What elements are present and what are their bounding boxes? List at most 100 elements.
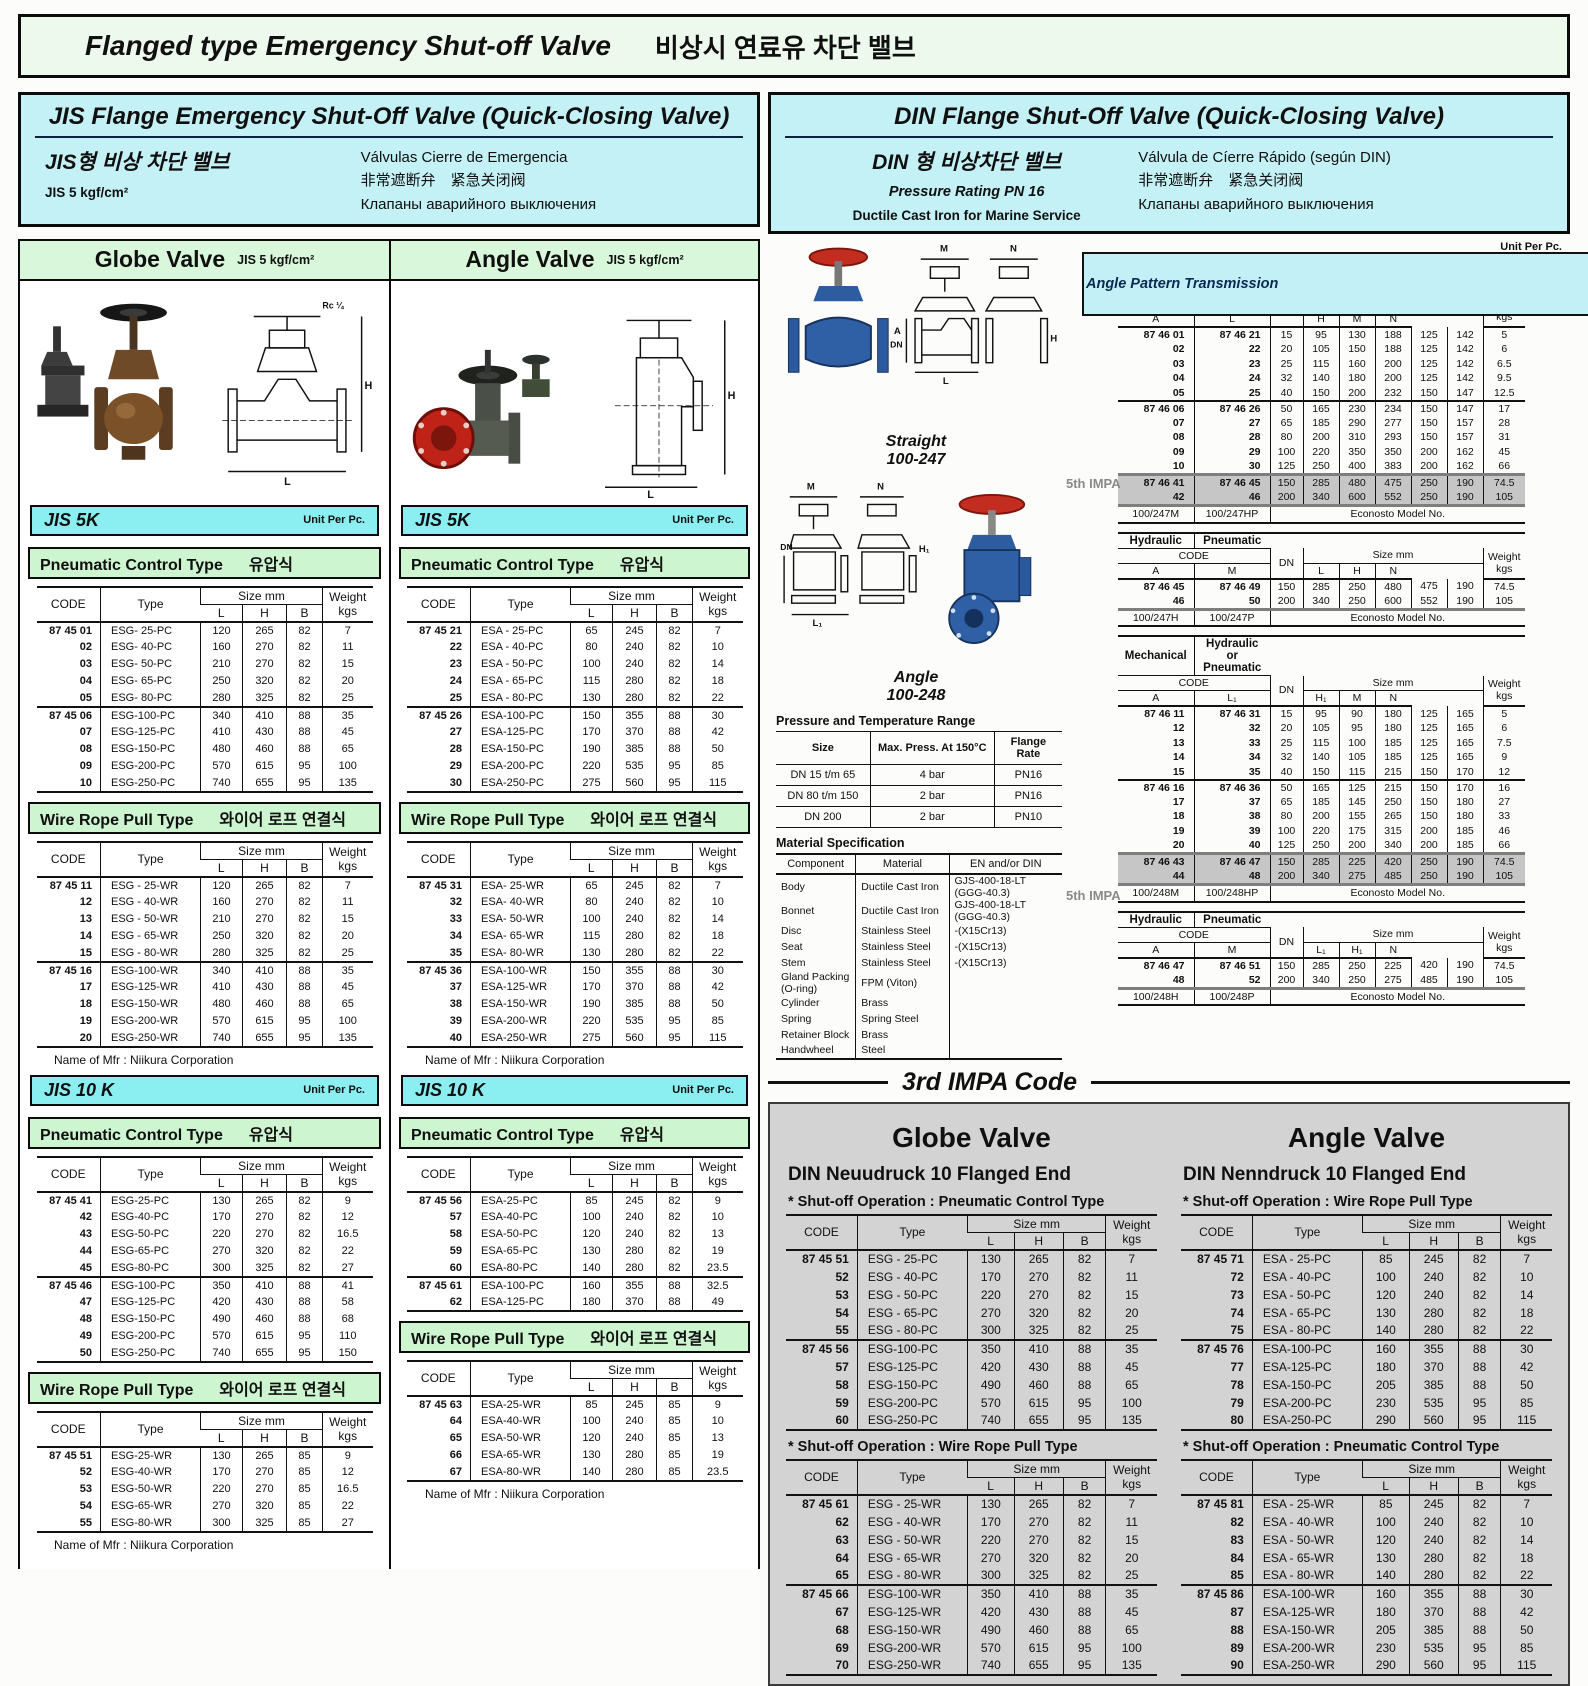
cell: ESA - 80-PC <box>1251 1321 1363 1340</box>
cell: 115 <box>1500 1411 1552 1430</box>
cell: GJS-400-18-LT (GGG-40.3) <box>948 898 1062 923</box>
cell: 130 <box>966 1494 1015 1513</box>
cell: GJS-400-18-LT (GGG-40.3) <box>948 873 1062 899</box>
header-cell: CODE <box>1181 1459 1253 1496</box>
cell: Bonnet <box>781 904 815 917</box>
din-title-korean: DIN 형 비상차단 밸브 <box>872 151 1062 174</box>
header-cell: Type <box>1251 1459 1363 1496</box>
cell: 85 <box>286 1480 323 1498</box>
cell: ESA-250-WR <box>1251 1656 1363 1675</box>
cell: 09 <box>79 760 92 773</box>
cell: 430 <box>1013 1357 1064 1376</box>
header-cell: Flange Rate <box>993 730 1062 765</box>
cell: 95 <box>286 1012 323 1030</box>
header-cell: B <box>286 859 323 878</box>
cell <box>948 1042 1062 1059</box>
cell: 190 <box>1446 578 1483 594</box>
cell: 88 <box>656 740 693 758</box>
cell: 88 <box>286 995 323 1013</box>
section-label-en: Wire Rope Pull Type <box>411 811 565 829</box>
cell: Gland Packing (O-ring) <box>781 970 850 995</box>
table-row: Stem Stainless Steel -(X15Cr13) <box>776 954 1062 971</box>
cell: 33 <box>1482 809 1525 824</box>
cell: 85 <box>656 1395 693 1413</box>
cell: 82 <box>286 1242 323 1260</box>
cell: 275 <box>1374 972 1411 988</box>
cell: 65 <box>570 876 613 894</box>
cell: 140 <box>1361 1566 1410 1585</box>
cell: 82 <box>656 621 693 639</box>
cell: 43 <box>79 1228 92 1241</box>
cell: ESG-125-PC <box>100 723 201 741</box>
table-row: 100/247M 100/247HP Econosto Model No. <box>1118 504 1525 523</box>
angle-valve-photo <box>412 349 550 469</box>
cell: ESG-150-PC <box>100 1310 201 1328</box>
cell: 95 <box>1302 327 1339 342</box>
header-cell: Size mm <box>1361 1214 1501 1233</box>
cell: 150 <box>1269 957 1303 973</box>
cell: ESG-150-WR <box>100 995 201 1013</box>
cell: 35 <box>322 960 373 979</box>
cell: 49 <box>692 1293 743 1311</box>
header-cell: Material <box>855 853 950 875</box>
cell: 45 <box>322 723 373 741</box>
cell: ESG-250-PC <box>100 774 201 792</box>
table-row: 58 ESG-150-PC 490 460 88 65 <box>786 1375 1157 1394</box>
cell: ESA - 50-PC <box>1251 1285 1363 1304</box>
header-cell: L <box>570 1174 613 1193</box>
cell: ESA- 65-WR <box>470 927 571 945</box>
cell: 240 <box>1408 1285 1459 1304</box>
cell: ESG - 50-WR <box>100 910 201 928</box>
cell: 45 <box>1105 1357 1157 1376</box>
dim-a: A <box>894 326 901 337</box>
cell: 87 45 06 <box>36 705 101 724</box>
cell: 63 <box>835 1532 849 1547</box>
cell: 535 <box>1408 1393 1459 1412</box>
table-row: 64 ESG - 65-WR 270 320 82 20 <box>786 1548 1157 1567</box>
header-cell: Hydraulic <box>1118 911 1194 928</box>
cell: 115 <box>570 927 613 945</box>
cell: 20 <box>322 672 373 690</box>
cell: 320 <box>242 672 287 690</box>
cell: ESG- 80-PC <box>100 689 201 707</box>
cell: 150 <box>1410 385 1447 401</box>
cell: 46 <box>1482 823 1525 838</box>
dim-m: M <box>807 481 815 492</box>
cell: 73 <box>1230 1287 1244 1302</box>
table-row: Seat Stainless Steel -(X15Cr13) <box>776 938 1062 955</box>
header-cell: B <box>1457 1477 1501 1496</box>
cell: 74.5 <box>1482 578 1525 594</box>
cell: 87 46 21 <box>1193 327 1270 342</box>
cell: 78 <box>1230 1377 1244 1392</box>
cell: 85 <box>656 1446 693 1464</box>
header-cell: A <box>1118 563 1194 580</box>
cell: ESA-100-PC <box>1251 1338 1363 1358</box>
angle-hydraulic-table: Hydraulic Pneumatic Angle Pattern Transmis… <box>1082 252 1588 1006</box>
cell: 65 <box>835 1568 849 1583</box>
cell: 35 <box>1105 1583 1157 1603</box>
table-row: 20 40 125 250 200 340 200 185 66 <box>1118 838 1525 854</box>
header-cell: L <box>1362 1477 1410 1496</box>
cell: 293 <box>1374 430 1411 445</box>
jis-title-cjk: 非常遮断弁 紧急关闭阀 <box>360 172 526 190</box>
cell: ESA - 25-PC <box>470 621 571 639</box>
cell: ESA-125-WR <box>1251 1602 1363 1621</box>
table-row: 67 ESG-125-WR 420 430 88 45 <box>786 1602 1157 1621</box>
cell: 95 <box>286 1327 323 1345</box>
cell: 88 <box>1062 1583 1106 1603</box>
table-row: 07 27 65 185 290 277 150 157 28 <box>1118 415 1525 430</box>
cell: 42 <box>692 723 743 741</box>
header-cell: B <box>656 859 693 878</box>
cell: 150 <box>1269 852 1303 869</box>
cell: 160 <box>1338 356 1375 371</box>
section-label-en: Wire Rope Pull Type <box>40 811 194 829</box>
cell: 125 <box>1410 735 1447 750</box>
cell: 57 <box>835 1359 849 1374</box>
header-cell: Weight kgs <box>1482 675 1525 707</box>
cell: 25 <box>1193 385 1270 401</box>
table-row: 88 ESA-150-WR 205 385 88 50 <box>1181 1620 1552 1639</box>
table-row: 47 ESG-125-PC 420 430 88 58 <box>37 1293 373 1311</box>
fifth-impa-label: 5th IMPA <box>1066 476 1121 491</box>
cell: 190 <box>1446 490 1483 506</box>
